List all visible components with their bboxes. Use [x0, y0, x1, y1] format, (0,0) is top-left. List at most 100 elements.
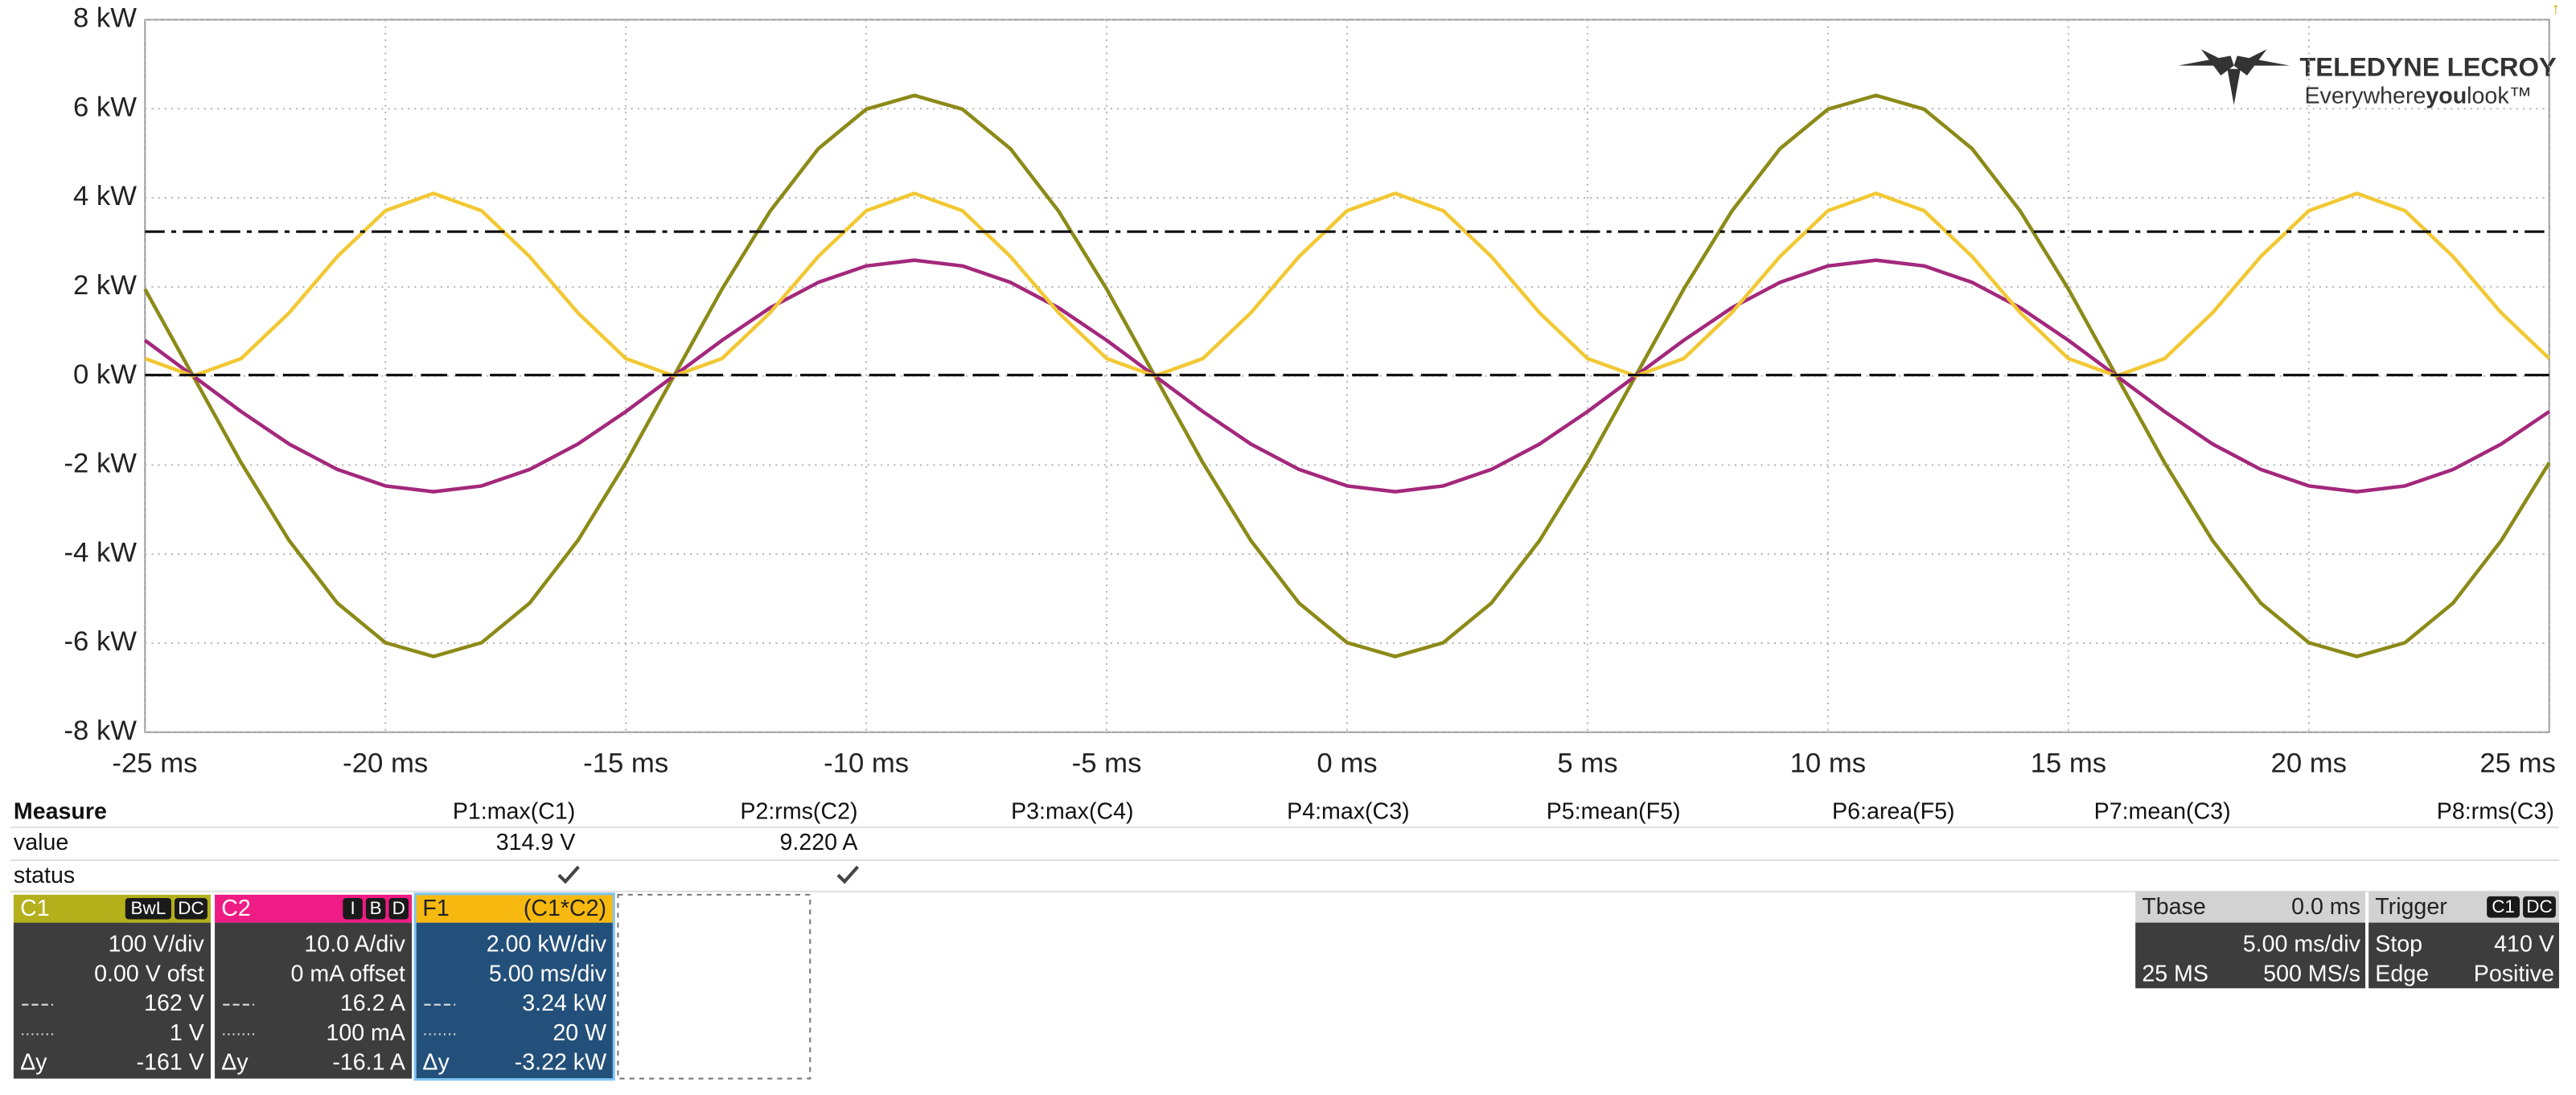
channel-badge: [388, 897, 409, 920]
channel-badge-text: I: [350, 898, 355, 918]
y-tick-label: 0 kW: [73, 359, 137, 390]
channel-body[interactable]: [416, 922, 614, 1079]
measure-param: P4:max(C3): [1287, 798, 1409, 824]
x-tick-label: 10 ms: [1790, 748, 1867, 779]
y-tick-label: -4 kW: [64, 537, 137, 568]
channel-row-value: 0.00 V ofst: [94, 961, 204, 986]
x-tick-label: -15 ms: [583, 748, 668, 779]
timebase-delay: 0.0 ms: [2291, 894, 2360, 920]
trigger-label: Trigger: [2375, 894, 2447, 920]
channel-formula: (C1*C2): [524, 896, 606, 921]
timebase-scale: 5.00 ms/div: [2243, 932, 2361, 958]
x-tick-label: 20 ms: [2271, 748, 2348, 779]
trigger-badge-text: C1: [2492, 896, 2515, 917]
measure-param: P3:max(C4): [1011, 798, 1133, 824]
channel-badge-text: BwL: [131, 898, 166, 918]
trigger-mode: Stop: [2375, 932, 2422, 958]
channel-row-value: 100 mA: [326, 1020, 405, 1046]
measure-param: P8:rms(C3): [2437, 798, 2554, 824]
x-tick-label: -20 ms: [343, 748, 428, 779]
measure-param: P6:area(F5): [1832, 798, 1954, 824]
trigger-body[interactable]: [2369, 922, 2559, 989]
logo-icon: [2200, 49, 2234, 76]
trigger-slope: Positive: [2474, 961, 2554, 986]
channel-body[interactable]: [13, 922, 211, 1079]
channel-body[interactable]: [215, 922, 413, 1079]
x-tick-label: -10 ms: [824, 748, 909, 779]
channel-row-label: Δy: [221, 1050, 249, 1076]
channel-row-value: 5.00 ms/div: [489, 961, 607, 986]
trace: [143, 93, 2551, 658]
channel-row-value: -161 V: [137, 1050, 204, 1076]
y-tick-label: -8 kW: [64, 716, 137, 746]
measure-row-label: value: [14, 830, 68, 855]
plot: 8 kW 6 kW 4 kW 2 kW 0 kW -2 kW -4 kW -6 kW -8 kW…: [64, 3, 2555, 779]
channel-row-value: -16.1 A: [332, 1050, 405, 1076]
timebase-body[interactable]: [2135, 922, 2366, 989]
trigger-type: Edge: [2375, 961, 2429, 986]
channel-row-value: 162 V: [144, 990, 204, 1016]
x-tick-label: 0 ms: [1317, 748, 1377, 779]
trigger-badge-text: DC: [2526, 896, 2552, 917]
x-tick-label: -5 ms: [1072, 748, 1142, 779]
timebase-panel: Tbase 0.0 ms 5.00 ms/div 25 MS 500 MS/s Trigg…: [2135, 891, 2559, 989]
channel-row-value: 100 V/div: [109, 932, 205, 958]
measure-param: P1:max(C1): [453, 798, 575, 824]
channel-header[interactable]: [416, 894, 614, 923]
timebase-rate: 500 MS/s: [2263, 961, 2360, 986]
measure-param: P2:rms(C2): [740, 798, 857, 824]
channel-badge: [343, 897, 363, 920]
timebase-label: Tbase: [2142, 894, 2205, 920]
channel-badge-text: B: [370, 898, 382, 918]
trace: [143, 258, 2550, 494]
timebase-header[interactable]: [2135, 891, 2366, 923]
tagline-part: look™: [2467, 83, 2532, 109]
channel-name: F1: [422, 896, 449, 921]
measure-table: Measure P1:max(C1) P2:rms(C2) P3:max(C4) P4:…: [10, 798, 2559, 892]
channel-row-value: -3.22 kW: [515, 1050, 606, 1076]
y-tick-label: 2 kW: [73, 270, 137, 301]
y-tick-label: 4 kW: [73, 181, 137, 211]
logo-tagline: Everywhereyoulook™: [2304, 83, 2532, 109]
y-tick-label: -6 kW: [64, 626, 137, 657]
channel-row-value: 1 V: [170, 1020, 204, 1046]
measure-value: 9.220 A: [780, 830, 858, 855]
selection-outline: [413, 892, 615, 1081]
y-tick-label: 8 kW: [73, 3, 137, 34]
channel-badge: [125, 897, 171, 920]
channel-row-value: 16.2 A: [340, 990, 405, 1016]
empty-slot[interactable]: [617, 893, 811, 1080]
measure-row-label: status: [14, 863, 75, 888]
channel-panel[interactable]: C1 DC BwL 100 V/div 0.00 V ofst 162 V 1 V Δy -16…: [13, 894, 211, 1079]
tagline-part: you: [2426, 83, 2467, 109]
channel-badge-text: D: [392, 898, 405, 918]
channel-panel[interactable]: C2 DBI 10.0 A/div 0 mA offset 16.2 A 100 mA Δy…: [215, 894, 413, 1079]
tagline-part: Everywhere: [2304, 83, 2426, 109]
channel-name: C2: [221, 896, 251, 921]
trigger-badge: [2487, 896, 2520, 918]
trace: [144, 191, 2551, 378]
measure-param: P7:mean(C3): [2094, 798, 2231, 824]
y-tick-label: -2 kW: [64, 449, 137, 479]
measure-value: 314.9 V: [496, 830, 576, 855]
channel-panels: C1 DC BwL 100 V/div 0.00 V ofst 162 V 1 V Δy -16…: [13, 892, 615, 1081]
arrow-icon: ↑: [2552, 1, 2560, 18]
trigger-level: 410 V: [2494, 932, 2554, 958]
x-tick-label: -25 ms: [112, 748, 197, 779]
trigger-badge: [2523, 896, 2556, 918]
channel-row-value: 3.24 kW: [522, 990, 606, 1016]
channel-badge-text: DC: [178, 898, 203, 918]
measure-param: P5:mean(F5): [1547, 798, 1681, 824]
channel-row-value: 0 mA offset: [290, 961, 405, 986]
status-check: [557, 865, 580, 884]
logo-brand: TELEDYNE LECROY: [2299, 51, 2557, 81]
timebase-samples: 25 MS: [2142, 961, 2208, 986]
status-check: [836, 865, 860, 884]
y-tick-label: 6 kW: [73, 92, 137, 122]
channel-panel[interactable]: F1 (C1*C2) 2.00 kW/div 5.00 ms/div 3.24 kW 20…: [413, 892, 615, 1081]
x-tick-label: 15 ms: [2031, 748, 2107, 779]
logo-icon: [2233, 49, 2267, 76]
channel-row-label: Δy: [422, 1050, 450, 1076]
